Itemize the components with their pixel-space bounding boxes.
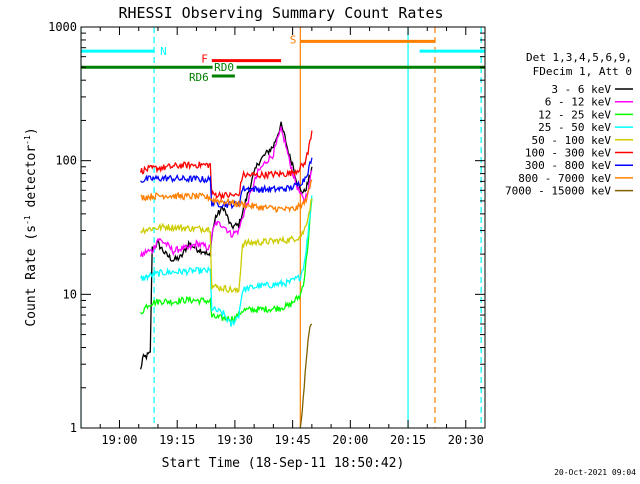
x-tick-label-4: 20:00 [332, 433, 368, 447]
legend-label-7: 800 - 7000 keV [518, 172, 611, 185]
legend: Det 1,3,4,5,6,9, FDecim 1, Att 0 3 - 6 k… [505, 51, 633, 198]
x-tick-label-2: 19:30 [217, 433, 253, 447]
state-label-rd0-bg [212, 62, 237, 73]
legend-label-8: 7000 - 15000 keV [505, 185, 611, 198]
legend-label-5: 100 - 300 keV [525, 147, 611, 160]
series-line-5 [139, 130, 313, 201]
state-label-rd6: RD6 [189, 71, 209, 84]
x-axis-label: Start Time (18-Sep-11 18:50:42) [162, 456, 405, 471]
series-lines [139, 121, 313, 428]
series-line-0 [139, 121, 313, 370]
state-label-n: N [160, 45, 167, 58]
x-tick-label-1: 19:15 [159, 433, 195, 447]
chart-title: RHESSI Observing Summary Count Rates [118, 4, 443, 22]
legend-label-1: 6 - 12 keV [545, 96, 612, 109]
x-tick-label-0: 19:00 [101, 433, 137, 447]
y-axis-label: Count Rate (s-1 detector-1) [23, 127, 39, 326]
x-axis-ticks: 19:00 19:15 19:30 19:45 20:00 20:15 20:30 [80, 27, 486, 447]
generation-timestamp: 20-Oct-2021 09:04 [554, 468, 636, 477]
state-label-f: F [201, 53, 208, 66]
legend-label-2: 12 - 25 keV [538, 108, 611, 121]
state-label-s: S [290, 33, 297, 46]
legend-label-3: 25 - 50 keV [538, 121, 611, 134]
legend-label-6: 300 - 800 keV [525, 159, 611, 172]
series-line-2 [140, 198, 313, 324]
y-tick-label-3: 1000 [48, 20, 77, 34]
legend-label-4: 50 - 100 keV [532, 134, 612, 147]
y-tick-label-0: 1 [70, 421, 77, 435]
series-line-3 [140, 195, 313, 327]
x-tick-label-5: 20:15 [390, 433, 426, 447]
series-line-6 [140, 157, 313, 210]
series-line-1 [139, 126, 313, 257]
legend-header-line-1: Det 1,3,4,5,6,9, [526, 51, 632, 64]
x-tick-label-6: 20:30 [448, 433, 484, 447]
series-line-7 [140, 179, 313, 214]
y-tick-label-1: 10 [63, 287, 77, 301]
series-line-4 [140, 198, 313, 294]
plot-frame [80, 26, 486, 429]
legend-label-0: 3 - 6 keV [551, 83, 611, 96]
state-label-rd0: RD0 [214, 61, 234, 74]
y-tick-label-2: 100 [55, 154, 77, 168]
state-bars: N F S RD0 RD6 [81, 33, 485, 84]
legend-header-line-2: FDecim 1, Att 0 [533, 65, 632, 78]
series-line-8 [299, 323, 313, 428]
y-axis-ticks: 1 10 100 1000 [48, 20, 485, 435]
x-tick-label-3: 19:45 [275, 433, 311, 447]
